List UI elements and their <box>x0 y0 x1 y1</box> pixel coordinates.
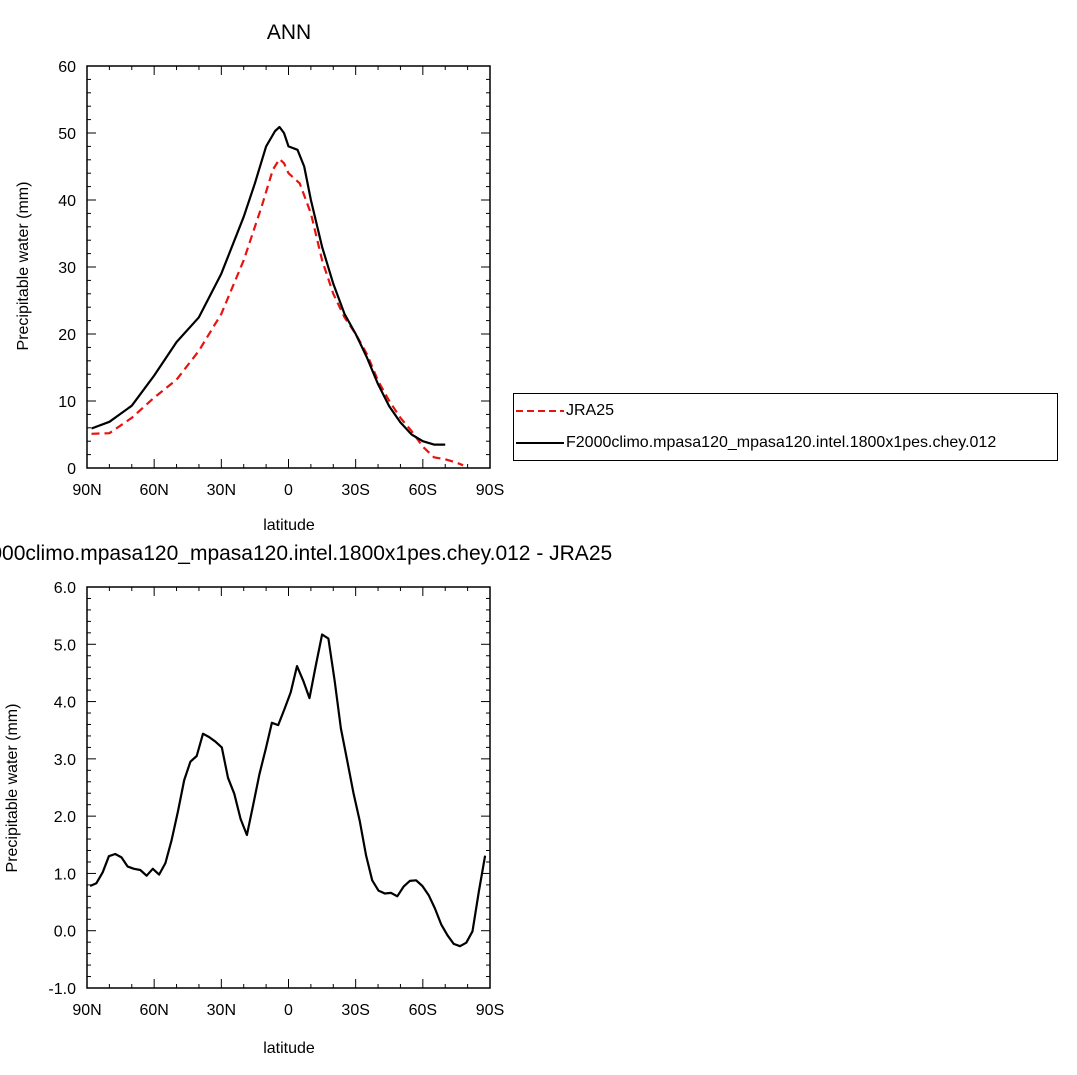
bottom-y-tick-label: 2.0 <box>54 809 76 826</box>
top-x-tick-label: 60S <box>409 482 437 499</box>
legend-label-jra25: JRA25 <box>566 402 615 419</box>
bottom-y-axis-label: Precipitable water (mm) <box>4 704 21 873</box>
legend-item-model: F2000climo.mpasa120_mpasa120.intel.1800x… <box>514 428 1057 458</box>
top-y-tick-label: 10 <box>58 394 76 411</box>
top-y-tick-label: 0 <box>67 461 76 478</box>
bottom-x-tick-label: 0 <box>284 1002 293 1019</box>
bottom-x-tick-label: 90N <box>72 1002 101 1019</box>
bottom-y-tick-label: 4.0 <box>54 695 76 712</box>
bottom-x-tick-label: 60S <box>409 1002 437 1019</box>
bottom-y-tick-label: -1.0 <box>48 981 76 998</box>
top-x-tick-label: 60N <box>139 482 168 499</box>
top-x-tick-label: 0 <box>284 482 293 499</box>
bottom-y-tick-label: 0.0 <box>54 924 76 941</box>
bottom-y-tick-label: 5.0 <box>54 637 76 654</box>
bottom-x-tick-label: 60N <box>139 1002 168 1019</box>
legend-item-jra25: JRA25 <box>514 396 1057 426</box>
bottom-x-tick-label: 30S <box>341 1002 369 1019</box>
bottom-y-tick-label: 1.0 <box>54 866 76 883</box>
top-chart-title: ANN <box>267 21 311 44</box>
bottom-y-tick-label: 3.0 <box>54 752 76 769</box>
bottom-x-tick-label: 90S <box>476 1002 504 1019</box>
top-x-tick-label: 30N <box>207 482 236 499</box>
top-plot-frame <box>86 65 491 469</box>
legend-swatch-jra25 <box>516 410 564 412</box>
legend-swatch-model <box>516 442 564 444</box>
bottom-panel: F2000climo.mpasa120_mpasa120.intel.1800x… <box>0 542 612 1057</box>
top-y-tick-label: 30 <box>58 260 76 277</box>
bottom-series-line-0 <box>89 633 487 948</box>
top-x-tick-label: 30S <box>341 482 369 499</box>
top-x-axis-label: latitude <box>263 517 315 534</box>
top-y-tick-label: 20 <box>58 327 76 344</box>
top-y-axis-label: Precipitable water (mm) <box>15 182 32 351</box>
top-y-tick-label: 40 <box>58 193 76 210</box>
top-y-tick-label: 50 <box>58 126 76 143</box>
top-y-tick-label: 60 <box>58 59 76 76</box>
top-panel: ANN Precipitable water (mm) latitude 90N… <box>15 21 504 534</box>
top-series-line-0 <box>91 158 464 467</box>
top-x-tick-label: 90N <box>72 482 101 499</box>
top-x-tick-label: 90S <box>476 482 504 499</box>
bottom-plot-frame <box>86 586 491 989</box>
bottom-chart-title: F2000climo.mpasa120_mpasa120.intel.1800x… <box>0 542 612 565</box>
top-series-line-1 <box>91 125 446 446</box>
bottom-y-tick-label: 6.0 <box>54 580 76 597</box>
bottom-x-axis-label: latitude <box>263 1040 315 1057</box>
legend-label-model: F2000climo.mpasa120_mpasa120.intel.1800x… <box>566 434 997 451</box>
bottom-x-tick-label: 30N <box>207 1002 236 1019</box>
top-legend: JRA25 F2000climo.mpasa120_mpasa120.intel… <box>513 393 1058 461</box>
